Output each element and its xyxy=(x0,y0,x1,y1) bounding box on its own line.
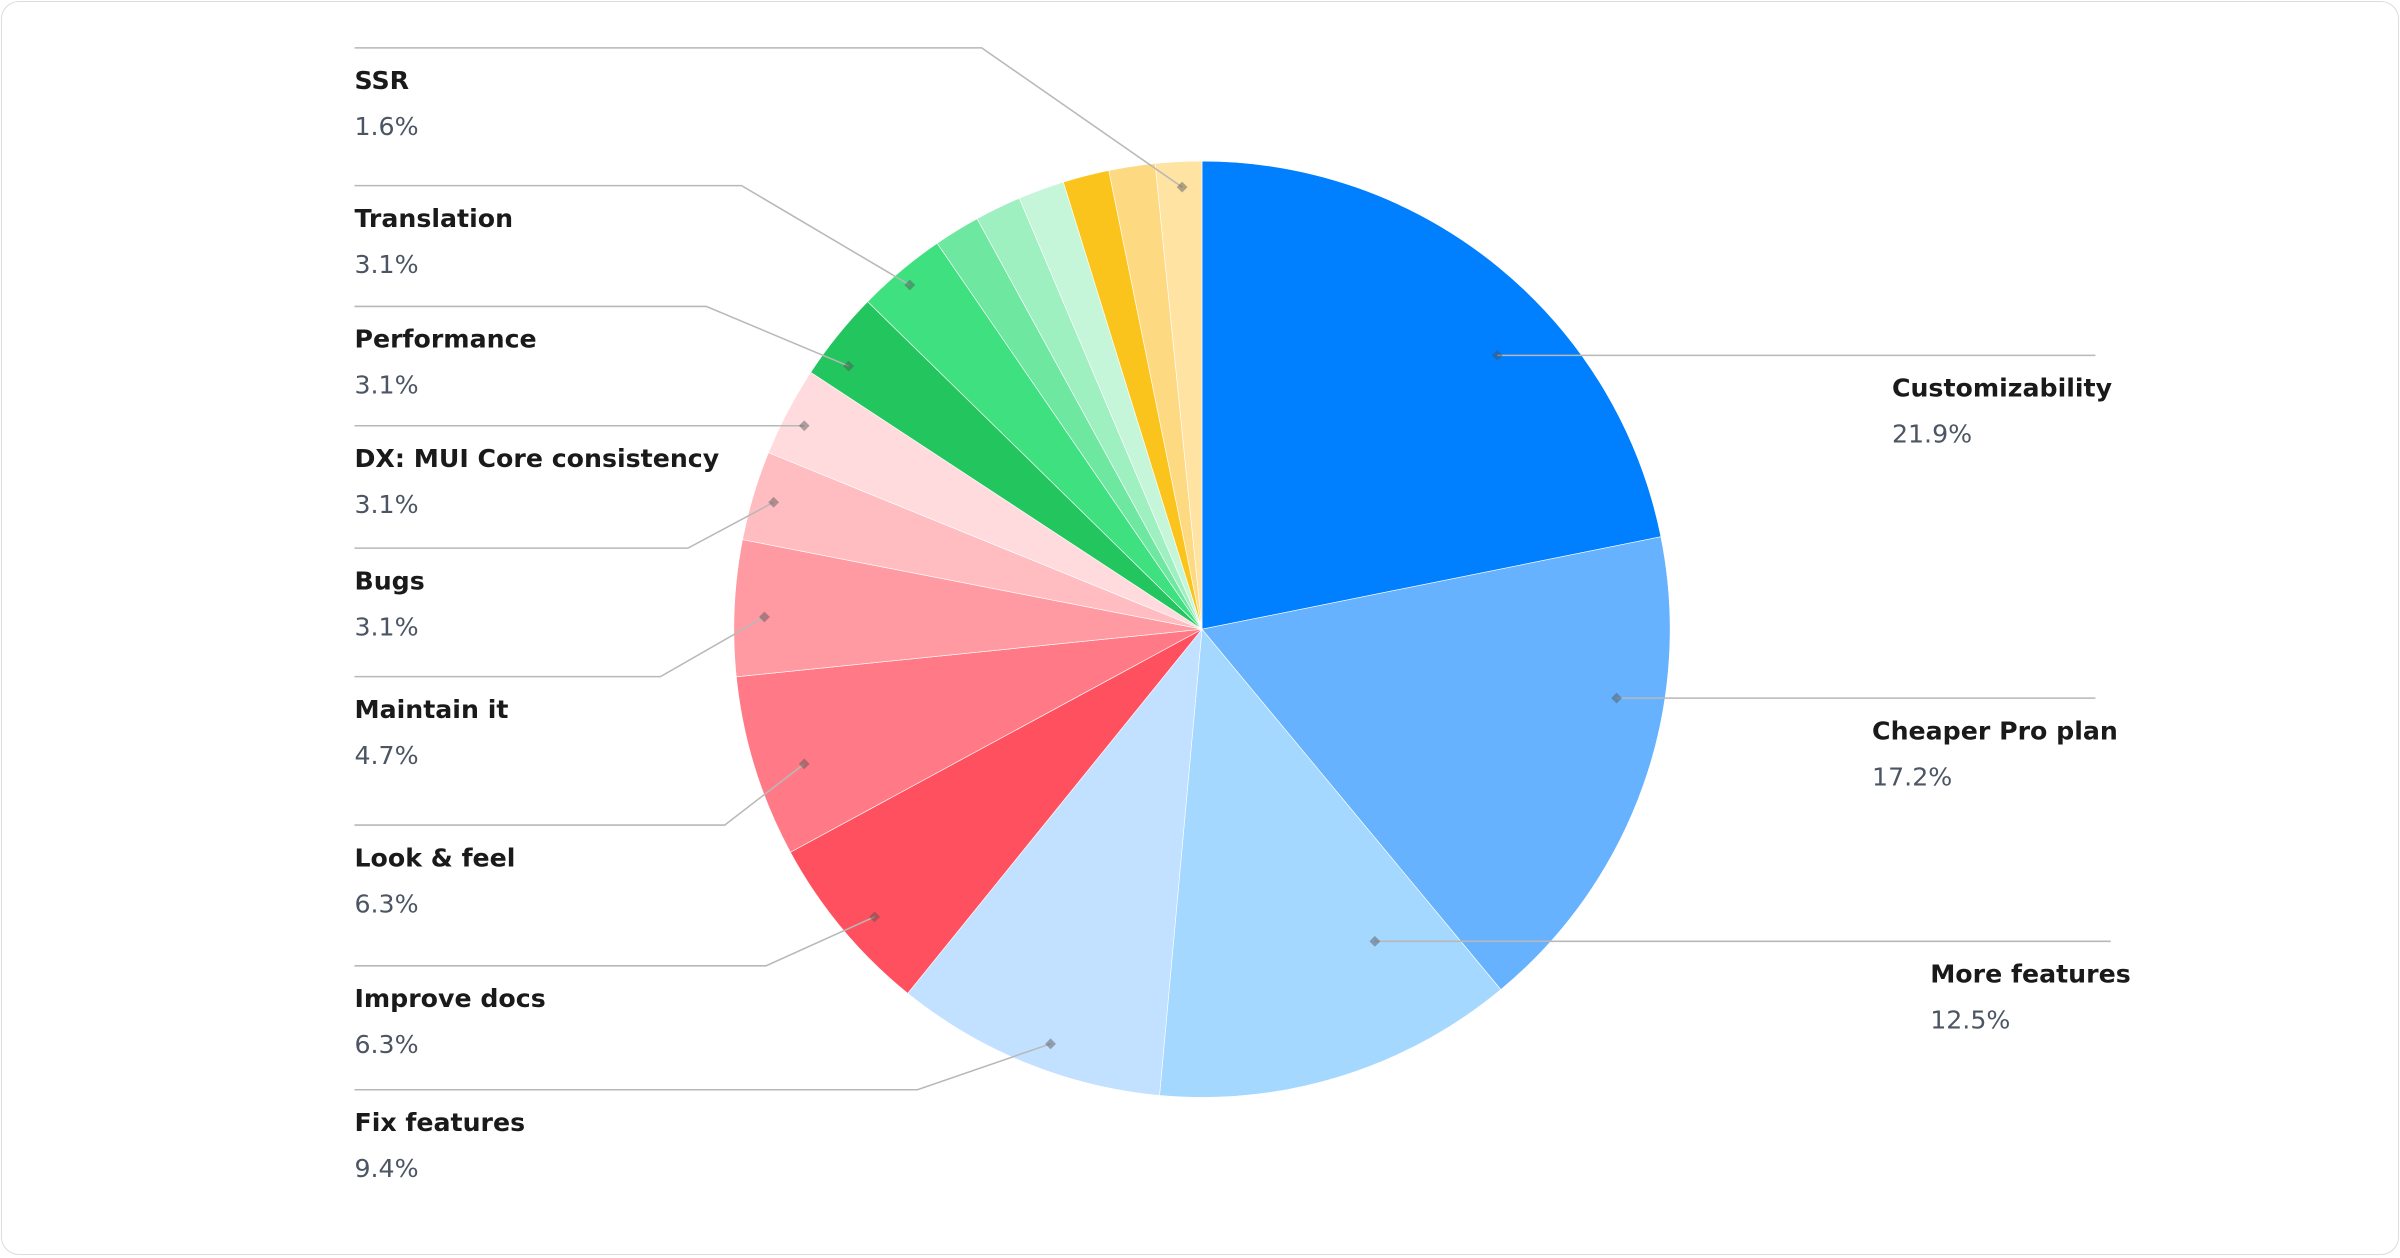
slice-value: 3.1% xyxy=(354,371,418,400)
slice-label: Performance xyxy=(354,325,536,354)
leader-dot xyxy=(869,911,881,923)
slice-label: SSR xyxy=(354,66,409,95)
pie-slice-customizability[interactable] xyxy=(1201,160,1662,630)
leader-line xyxy=(354,616,765,678)
slice-value: 3.1% xyxy=(354,490,418,519)
slice-label: Look & feel xyxy=(354,843,515,872)
slice-label: Improve docs xyxy=(354,984,545,1013)
leader-line xyxy=(354,763,805,826)
leader-dot xyxy=(1369,935,1381,947)
leader-dot xyxy=(768,496,780,508)
slice-value: 3.1% xyxy=(354,250,418,279)
leader-dot xyxy=(798,758,810,770)
slice-label: More features xyxy=(1930,960,2131,989)
pie-slice-fix-features[interactable] xyxy=(907,628,1203,1096)
slice-value: 6.3% xyxy=(354,889,418,918)
leader-dot xyxy=(843,360,855,372)
slice-label: Customizability xyxy=(1892,374,2112,403)
leader-dot xyxy=(1491,349,1503,361)
slice-value: 17.2% xyxy=(1872,762,1952,791)
leader-dot xyxy=(904,279,916,291)
slice-value: 9.4% xyxy=(354,1154,418,1183)
pie-slice-improve-docs[interactable] xyxy=(789,628,1203,994)
slice-label: Maintain it xyxy=(354,695,508,724)
pie-slice-look-feel[interactable] xyxy=(735,628,1203,853)
slice-value: 21.9% xyxy=(1892,420,1972,449)
slice-value: 3.1% xyxy=(354,612,418,641)
leader-line xyxy=(354,916,875,967)
slice-value: 4.7% xyxy=(354,741,418,770)
leader-line xyxy=(354,305,849,367)
slice-label: DX: MUI Core consistency xyxy=(354,444,719,473)
slice-label: Bugs xyxy=(354,566,424,595)
slice-value: 1.6% xyxy=(354,112,418,141)
leader-dot xyxy=(759,611,770,623)
leader-line xyxy=(354,501,775,549)
leader-line xyxy=(354,184,911,286)
slice-value: 12.5% xyxy=(1930,1006,2010,1035)
slice-label: Cheaper Pro plan xyxy=(1872,716,2118,745)
leader-line xyxy=(354,1043,1051,1091)
pie-slice-cheaper-pro-plan[interactable] xyxy=(1201,536,1671,991)
leader-line xyxy=(354,47,1183,188)
slice-label: Fix features xyxy=(354,1108,525,1137)
pie-slice-ssr[interactable] xyxy=(1154,160,1203,630)
leader-dot xyxy=(798,420,810,432)
pie-slice-more-features[interactable] xyxy=(1159,628,1502,1098)
leader-dot xyxy=(1176,181,1188,193)
slice-value: 6.3% xyxy=(354,1030,418,1059)
slice-label: Translation xyxy=(354,204,513,233)
